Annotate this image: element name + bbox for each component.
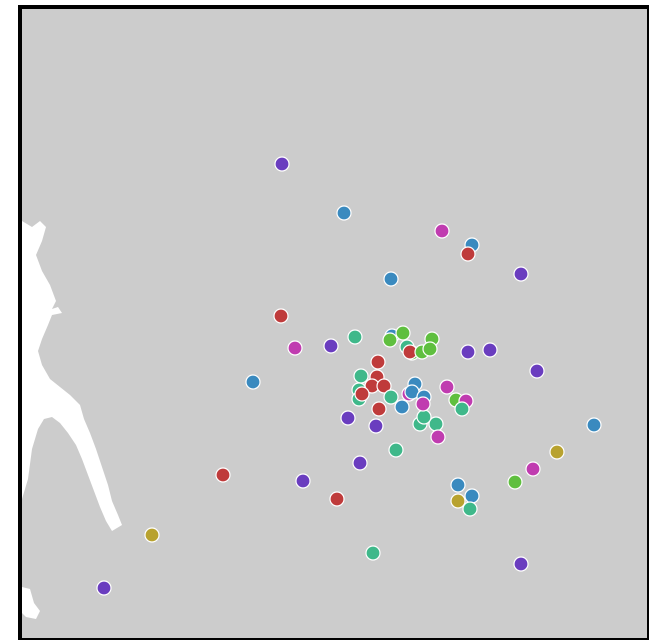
map-marker-red[interactable] — [370, 354, 386, 370]
marker-layer — [96, 156, 602, 596]
map-marker-magenta[interactable] — [415, 396, 431, 412]
map-marker-purple[interactable] — [529, 363, 545, 379]
map-marker-magenta[interactable] — [287, 340, 303, 356]
map-marker-green[interactable] — [507, 474, 523, 490]
map-marker-teal[interactable] — [347, 329, 363, 345]
map-canvas[interactable] — [22, 9, 647, 638]
sea-background — [22, 9, 647, 638]
map-marker-magenta[interactable] — [439, 379, 455, 395]
map-marker-purple[interactable] — [274, 156, 290, 172]
map-marker-purple[interactable] — [460, 344, 476, 360]
map-marker-red[interactable] — [460, 246, 476, 262]
map-marker-magenta[interactable] — [525, 461, 541, 477]
coastline-landmass — [22, 221, 122, 531]
map-marker-purple[interactable] — [368, 418, 384, 434]
map-marker-blue[interactable] — [245, 374, 261, 390]
map-marker-blue[interactable] — [383, 271, 399, 287]
map-marker-red[interactable] — [215, 467, 231, 483]
map-marker-teal[interactable] — [462, 501, 478, 517]
map-marker-red[interactable] — [371, 401, 387, 417]
map-marker-green[interactable] — [382, 332, 398, 348]
map-marker-magenta[interactable] — [430, 429, 446, 445]
map-viewport[interactable] — [18, 5, 649, 640]
map-marker-teal[interactable] — [353, 368, 369, 384]
map-marker-blue[interactable] — [464, 488, 480, 504]
map-marker-purple[interactable] — [96, 580, 112, 596]
map-marker-teal[interactable] — [365, 545, 381, 561]
map-marker-purple[interactable] — [295, 473, 311, 489]
map-marker-teal[interactable] — [388, 442, 404, 458]
map-marker-red[interactable] — [273, 308, 289, 324]
map-marker-red[interactable] — [354, 386, 370, 402]
map-marker-green[interactable] — [422, 341, 438, 357]
map-marker-purple[interactable] — [352, 455, 368, 471]
map-marker-red[interactable] — [376, 378, 392, 394]
map-marker-purple[interactable] — [482, 342, 498, 358]
map-marker-olive[interactable] — [144, 527, 160, 543]
map-marker-olive[interactable] — [549, 444, 565, 460]
map-marker-blue[interactable] — [450, 477, 466, 493]
map-marker-purple[interactable] — [340, 410, 356, 426]
map-marker-purple[interactable] — [513, 266, 529, 282]
map-marker-teal[interactable] — [416, 409, 432, 425]
map-marker-olive[interactable] — [450, 493, 466, 509]
map-marker-teal[interactable] — [383, 389, 399, 405]
map-marker-green[interactable] — [395, 325, 411, 341]
island-landmass — [22, 587, 40, 619]
map-marker-red[interactable] — [329, 491, 345, 507]
map-marker-blue[interactable] — [394, 399, 410, 415]
map-marker-purple[interactable] — [323, 338, 339, 354]
map-marker-purple[interactable] — [513, 556, 529, 572]
map-marker-blue[interactable] — [336, 205, 352, 221]
map-marker-magenta[interactable] — [434, 223, 450, 239]
map-marker-teal[interactable] — [454, 401, 470, 417]
map-marker-blue[interactable] — [586, 417, 602, 433]
